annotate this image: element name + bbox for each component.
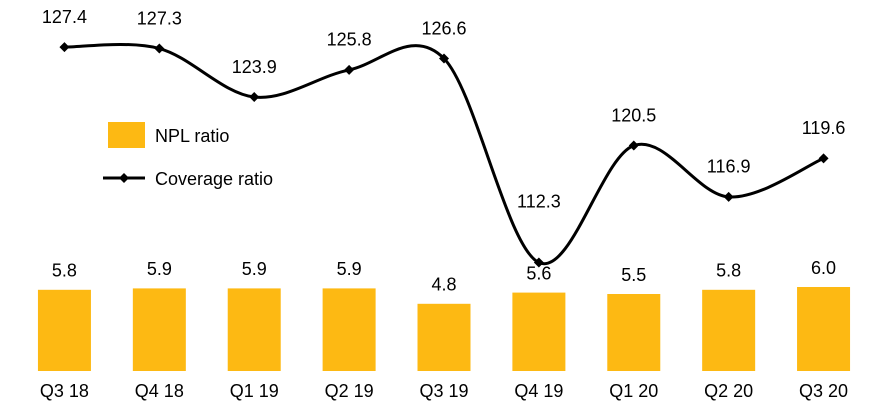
x-tick-label: Q1 20 — [609, 381, 658, 401]
bar — [132, 288, 186, 371]
line-value-label: 125.8 — [327, 30, 372, 50]
line-marker — [249, 92, 260, 103]
line-marker — [818, 153, 829, 164]
x-tick-label: Q4 18 — [135, 381, 184, 401]
bar — [37, 289, 91, 371]
bar-value-label: 6.0 — [811, 258, 836, 278]
bar-value-label: 5.9 — [147, 259, 172, 279]
bar-value-label: 5.5 — [621, 265, 646, 285]
bar — [702, 289, 756, 371]
line-value-label: 127.4 — [42, 7, 87, 27]
line-marker — [628, 140, 639, 151]
bar-value-label: 4.8 — [431, 275, 456, 295]
x-tick-label: Q3 19 — [419, 381, 468, 401]
bar-value-label: 5.9 — [337, 259, 362, 279]
line-marker — [59, 42, 70, 53]
bar-value-label: 5.6 — [526, 263, 551, 283]
x-tick-label: Q3 20 — [799, 381, 848, 401]
bar-value-label: 5.8 — [52, 261, 77, 281]
bar — [227, 288, 281, 371]
line-marker — [154, 43, 165, 54]
bar — [512, 292, 566, 371]
bar — [797, 287, 851, 371]
legend-label: NPL ratio — [155, 126, 229, 146]
x-tick-label: Q2 20 — [704, 381, 753, 401]
x-tick-label: Q2 19 — [325, 381, 374, 401]
x-tick-label: Q4 19 — [514, 381, 563, 401]
line-marker — [723, 191, 734, 202]
line-value-label: 119.6 — [802, 118, 846, 138]
bar-value-label: 5.9 — [242, 259, 267, 279]
line-marker — [533, 257, 544, 268]
x-tick-label: Q1 19 — [230, 381, 279, 401]
line-marker — [344, 64, 355, 75]
line — [64, 42, 825, 266]
line-value-label: 112.3 — [517, 191, 561, 211]
line-value-label: 126.6 — [421, 18, 466, 38]
bar — [607, 294, 661, 371]
line-value-label: 123.9 — [232, 57, 277, 77]
bar — [417, 303, 471, 371]
line-marker — [439, 53, 449, 64]
legend-label: Coverage ratio — [155, 169, 273, 189]
line-value-label: 116.9 — [707, 157, 751, 177]
bar — [322, 288, 376, 371]
line-value-label: 127.3 — [137, 8, 182, 28]
bar-value-label: 5.8 — [716, 261, 741, 281]
x-tick-label: Q3 18 — [40, 381, 89, 401]
legend-marker — [119, 173, 129, 183]
line-value-label: 120.5 — [611, 105, 656, 125]
legend-swatch — [108, 122, 145, 148]
